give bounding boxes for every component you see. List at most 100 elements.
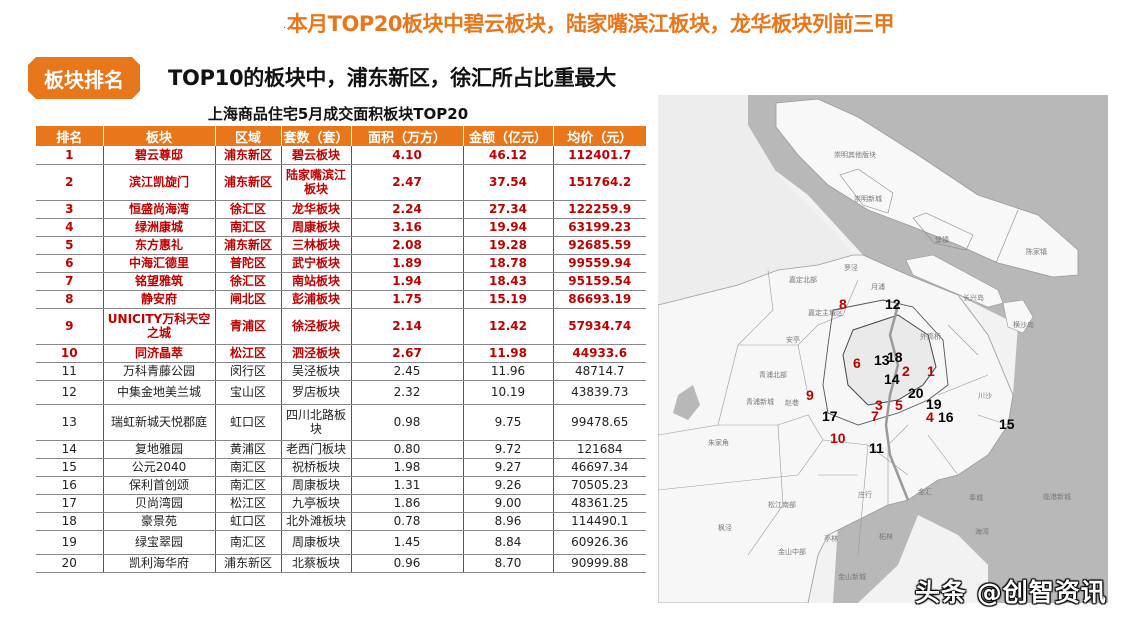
- cell-area: 1.89: [350, 254, 463, 273]
- cell-amount: 15.19: [462, 290, 553, 309]
- cell-price: 121684: [552, 440, 646, 459]
- map-marker-17: 17: [822, 408, 838, 424]
- table-row: 20 凯利海华府 浦东新区 北蔡板块 0.96 8.70 90999.88: [36, 554, 646, 573]
- watermark: 头条 @创智资讯: [915, 578, 1107, 607]
- map-marker-1: 1: [927, 363, 935, 379]
- cell-rank: 8: [36, 290, 103, 309]
- table-row: 16 保利首创颂 南汇区 周康板块 1.31 9.26 70505.23: [36, 476, 646, 495]
- table-body: 1 碧云尊邸 浦东新区 碧云板块 4.10 46.12 112401.7 2 滨江凯旋门 浦东新区…: [36, 146, 646, 573]
- cell-block: 罗店板块: [280, 380, 351, 405]
- cell-rank: 1: [36, 146, 103, 165]
- cell-district: 虹口区: [214, 404, 281, 441]
- place-name-label: 庄行: [858, 491, 872, 499]
- ranking-table: 排名 板块 区域 套数（套） 面积（万方） 金额（亿元） 均价（元） 1 碧云尊邸…: [36, 126, 646, 573]
- cell-name: 公元2040: [102, 458, 215, 477]
- cell-name: 绿洲康城: [102, 218, 215, 237]
- cell-block: 碧云板块: [280, 146, 351, 165]
- table-row: 15 公元2040 南汇区 祝桥板块 1.98 9.27 46697.34: [36, 458, 646, 477]
- place-name-label: 月浦: [871, 283, 885, 291]
- cell-district: 徐汇区: [214, 272, 281, 291]
- cell-area: 4.10: [350, 146, 463, 165]
- cell-price: 99478.65: [552, 404, 646, 441]
- map-shapes: [658, 95, 1108, 603]
- cell-rank: 12: [36, 380, 103, 405]
- cell-price: 43839.73: [552, 380, 646, 405]
- cell-district: 松江区: [214, 344, 281, 363]
- table-row: 17 贝尚湾园 松江区 九亭板块 1.86 9.00 48361.25: [36, 494, 646, 513]
- place-name-label: 松江南部: [768, 501, 796, 509]
- cell-amount: 12.42: [462, 308, 553, 345]
- place-name-label: 枫泾: [718, 524, 732, 532]
- cell-name: 恒盛尚海湾: [102, 200, 215, 219]
- cell-rank: 14: [36, 440, 103, 459]
- cell-district: 南汇区: [214, 530, 281, 555]
- table-row: 6 中海汇德里 普陀区 武宁板块 1.89 18.78 99559.94: [36, 254, 646, 273]
- cell-district: 普陀区: [214, 254, 281, 273]
- cell-name: 保利首创颂: [102, 476, 215, 495]
- place-name-label: 临港新城: [1043, 493, 1071, 501]
- cell-amount: 9.27: [462, 458, 553, 477]
- bullet-marker: ·: [283, 23, 286, 34]
- shanghai-map: 崇明其他版块 崇明新城 堡镇 陈家镇 罗泾 月浦 嘉定北部 嘉定主城区 安亭 青浦北部 青浦新城 赵巷…: [658, 95, 1108, 603]
- cell-price: 48714.7: [552, 362, 646, 381]
- cell-district: 闸北区: [214, 290, 281, 309]
- place-name-label: 堡镇: [935, 236, 949, 244]
- place-name-label: 陈家镇: [1026, 248, 1047, 256]
- cell-district: 浦东新区: [214, 164, 281, 201]
- cell-district: 虹口区: [214, 512, 281, 531]
- cell-name: 凯利海华府: [102, 554, 215, 573]
- cell-price: 60926.36: [552, 530, 646, 555]
- cell-amount: 37.54: [462, 164, 553, 201]
- table-row: 12 中集金地美兰城 宝山区 罗店板块 2.32 10.19 43839.73: [36, 380, 646, 405]
- place-name-label: 金山中部: [778, 548, 806, 556]
- cell-amount: 9.00: [462, 494, 553, 513]
- cell-district: 浦东新区: [214, 554, 281, 573]
- cell-amount: 11.98: [462, 344, 553, 363]
- cell-name: 同济晶萃: [102, 344, 215, 363]
- cell-rank: 17: [36, 494, 103, 513]
- header-amount: 金额（亿元）: [462, 126, 553, 146]
- cell-price: 86693.19: [552, 290, 646, 309]
- cell-area: 2.14: [350, 308, 463, 345]
- table-row: 19 绿宝翠园 南汇区 周康板块 1.45 8.84 60926.36: [36, 530, 646, 555]
- cell-block: 泗泾板块: [280, 344, 351, 363]
- table-header-row: 排名 板块 区域 套数（套） 面积（万方） 金额（亿元） 均价（元）: [36, 126, 646, 146]
- cell-rank: 18: [36, 512, 103, 531]
- cell-name: 绿宝翠园: [102, 530, 215, 555]
- cell-amount: 27.34: [462, 200, 553, 219]
- place-name-label: 柘林: [879, 533, 893, 541]
- cell-amount: 46.12: [462, 146, 553, 165]
- place-name-label: 安亭: [786, 336, 800, 344]
- map-marker-8: 8: [839, 296, 847, 312]
- table-row: 14 复地雅园 黄浦区 老西门板块 0.80 9.72 121684: [36, 440, 646, 459]
- cell-block: 老西门板块: [280, 440, 351, 459]
- table-row: 10 同济晶萃 松江区 泗泾板块 2.67 11.98 44933.6: [36, 344, 646, 363]
- place-name-label: 金汇: [918, 488, 932, 496]
- cell-area: 0.98: [350, 404, 463, 441]
- cell-rank: 7: [36, 272, 103, 291]
- cell-price: 114490.1: [552, 512, 646, 531]
- cell-price: 46697.34: [552, 458, 646, 477]
- table-row: 2 滨江凯旋门 浦东新区 陆家嘴滨江板块 2.47 37.54 151764.2: [36, 164, 646, 201]
- cell-name: 复地雅园: [102, 440, 215, 459]
- cell-block: 北蔡板块: [280, 554, 351, 573]
- map-marker-11: 11: [869, 440, 884, 456]
- table-title: 上海商品住宅5月成交面积板块TOP20: [207, 105, 469, 123]
- map-marker-9: 9: [806, 387, 814, 403]
- cell-amount: 10.19: [462, 380, 553, 405]
- header-units: 套数（套）: [280, 126, 351, 146]
- cell-area: 2.32: [350, 380, 463, 405]
- cell-name: 中集金地美兰城: [102, 380, 215, 405]
- cell-area: 2.08: [350, 236, 463, 255]
- cell-rank: 19: [36, 530, 103, 555]
- place-name-label: 崇明新城: [854, 195, 882, 203]
- map-marker-15: 15: [999, 416, 1015, 432]
- cell-price: 90999.88: [552, 554, 646, 573]
- table-row: 1 碧云尊邸 浦东新区 碧云板块 4.10 46.12 112401.7: [36, 146, 646, 165]
- map-marker-3: 3: [875, 397, 883, 413]
- cell-amount: 8.96: [462, 512, 553, 531]
- cell-price: 57934.74: [552, 308, 646, 345]
- place-name-label: 崇明其他版块: [834, 151, 876, 159]
- cell-area: 1.98: [350, 458, 463, 477]
- cell-area: 2.67: [350, 344, 463, 363]
